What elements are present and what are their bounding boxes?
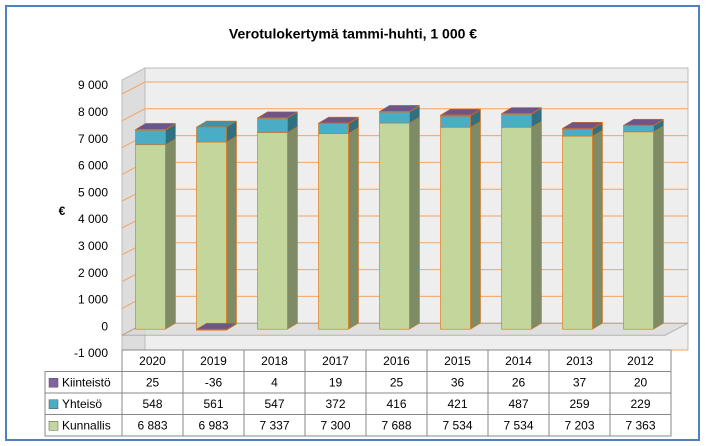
bar: [318, 123, 349, 134]
data-label: 561: [203, 397, 223, 411]
data-label: 416: [386, 397, 406, 411]
bar-side: [409, 116, 420, 330]
bar: [135, 129, 166, 146]
data-label: 487: [508, 397, 528, 411]
bar: [379, 111, 410, 113]
y-tick-label: 6 000: [78, 159, 108, 173]
bar: [501, 113, 532, 128]
bar-side: [531, 120, 542, 330]
y-tick-label: 1 000: [78, 293, 108, 307]
grid-line-side: [121, 81, 146, 95]
bar: [318, 122, 349, 124]
bar: [135, 144, 166, 330]
data-label: 259: [569, 397, 589, 411]
x-tick-label: 2018: [261, 354, 288, 368]
data-label: 7 203: [564, 418, 594, 432]
y-tick-label: 9 000: [78, 78, 108, 92]
x-tick-label: 2016: [383, 354, 410, 368]
y-tick-label: 2 000: [78, 266, 108, 280]
y-tick-label: 7 000: [78, 132, 108, 146]
x-tick-label: 2015: [444, 354, 471, 368]
data-label: 229: [630, 397, 650, 411]
bar-side: [165, 138, 176, 330]
data-label: 7 337: [259, 418, 289, 432]
bar: [623, 124, 654, 127]
bar: [562, 128, 593, 137]
data-label: 548: [142, 397, 162, 411]
bar-side: [592, 129, 603, 330]
bar: [196, 126, 227, 143]
data-label: 20: [634, 375, 648, 389]
bar: [440, 126, 471, 330]
data-label: 6 883: [137, 418, 167, 432]
bar: [318, 133, 349, 330]
bar-side: [653, 125, 664, 330]
table-frame: [44, 371, 672, 437]
bar-side: [226, 135, 237, 330]
data-label: 547: [264, 397, 284, 411]
data-label: 19: [329, 375, 343, 389]
bar-side: [287, 126, 298, 330]
legend-label: Kunnallis: [62, 418, 111, 432]
legend-label: Yhteisö: [62, 397, 102, 411]
legend-swatch: [48, 399, 59, 409]
y-tick-label: -1 000: [74, 346, 108, 360]
data-label: 25: [390, 375, 404, 389]
legend-swatch: [48, 421, 59, 431]
bar: [501, 126, 532, 330]
y-tick-label: 5 000: [78, 185, 108, 199]
bar: [196, 328, 227, 331]
y-tick-label: 8 000: [78, 105, 108, 119]
grid-line-side: [121, 108, 146, 122]
x-tick-label: 2012: [627, 354, 654, 368]
data-label: 7 688: [381, 418, 411, 432]
data-label: 6 983: [198, 418, 228, 432]
bar: [135, 129, 166, 131]
data-label: 421: [447, 397, 467, 411]
y-tick-label: 3 000: [78, 239, 108, 253]
chart-title: Verotulokertymä tammi-huhti, 1 000 €: [229, 26, 477, 42]
bar-side: [348, 127, 359, 330]
bar: [257, 117, 288, 133]
y-axis-label: €: [59, 204, 66, 218]
bar: [501, 113, 532, 115]
bar: [257, 132, 288, 330]
bar: [196, 141, 227, 330]
data-label: 7 534: [442, 418, 472, 432]
legend-label: Kiinteistö: [62, 375, 111, 389]
x-tick-label: 2020: [139, 354, 166, 368]
data-label: 372: [325, 397, 345, 411]
x-tick-label: 2019: [200, 354, 227, 368]
data-label: 25: [146, 375, 160, 389]
data-label: -36: [205, 375, 223, 389]
bar: [562, 127, 593, 130]
x-tick-label: 2014: [505, 354, 532, 368]
data-label: 7 363: [625, 418, 655, 432]
x-tick-label: 2017: [322, 354, 349, 368]
y-tick-label: 0: [101, 319, 108, 333]
data-label: 26: [512, 375, 526, 389]
data-label: 4: [271, 375, 278, 389]
bar: [562, 135, 593, 330]
bar: [623, 125, 654, 133]
bar: [440, 115, 471, 128]
bar: [440, 114, 471, 117]
bar: [379, 122, 410, 330]
bar: [257, 117, 288, 119]
data-label: 36: [451, 375, 465, 389]
x-tick-label: 2013: [566, 354, 593, 368]
bar: [379, 111, 410, 124]
bar-side: [470, 120, 481, 330]
y-tick-label: 4 000: [78, 212, 108, 226]
data-label: 7 534: [503, 418, 533, 432]
legend-swatch: [48, 378, 59, 388]
bar: [623, 131, 654, 330]
data-label: 37: [573, 375, 587, 389]
data-label: 7 300: [320, 418, 350, 432]
